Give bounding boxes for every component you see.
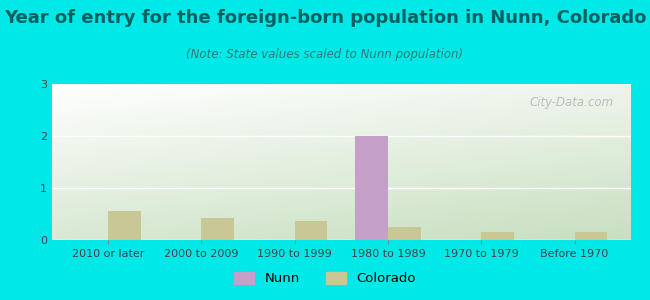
Bar — [356, 136, 388, 240]
Text: (Note: State values scaled to Nunn population): (Note: State values scaled to Nunn popul… — [187, 48, 463, 61]
Bar — [202, 218, 234, 240]
Bar — [388, 227, 421, 240]
Bar — [108, 212, 140, 240]
Text: City-Data.com: City-Data.com — [529, 97, 613, 110]
Text: Year of entry for the foreign-born population in Nunn, Colorado: Year of entry for the foreign-born popul… — [4, 9, 646, 27]
Legend: Nunn, Colorado: Nunn, Colorado — [229, 266, 421, 290]
Bar — [294, 221, 327, 240]
Bar — [481, 232, 514, 240]
Bar — [575, 232, 607, 240]
